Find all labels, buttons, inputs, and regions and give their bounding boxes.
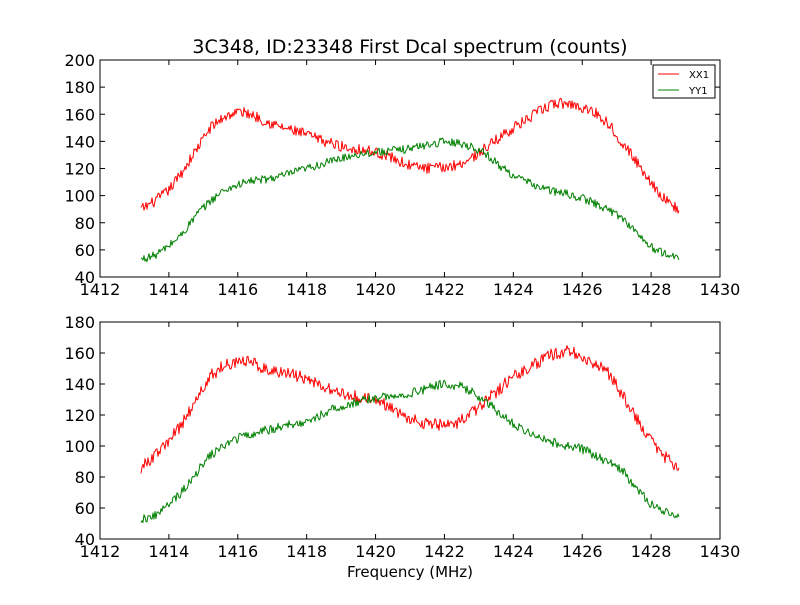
- subplot-1: 1412 1414 1416 1418 1420 1422 1424 1426 1428 1430…: [64, 51, 740, 299]
- x-tick-label: 1426: [562, 542, 603, 561]
- x-tick-label: 1418: [286, 542, 327, 561]
- y-tick-label: 100: [64, 437, 95, 456]
- series-line-xx1-plot2: [140, 345, 680, 474]
- series-line-yy1-plot1: [140, 137, 680, 263]
- y-tick-label: 60: [75, 499, 95, 518]
- x-tick-label: 1416: [217, 280, 258, 299]
- x-tick-label: 1414: [149, 280, 190, 299]
- x-tick-label: 1422: [424, 542, 465, 561]
- x-tick-label: 1430: [700, 542, 741, 561]
- x-tick-label: 1428: [631, 280, 672, 299]
- y-tick-label: 40: [75, 530, 95, 549]
- x-tick-label: 1428: [631, 542, 672, 561]
- y-tick-label: 160: [64, 344, 95, 363]
- y-tick-label: 180: [64, 78, 95, 97]
- y-tick-label: 80: [75, 214, 95, 233]
- y-tick-label: 200: [64, 51, 95, 70]
- x-tick-label: 1426: [562, 280, 603, 299]
- y-tick-label: 180: [64, 313, 95, 332]
- plot-frame-2: [99, 321, 721, 540]
- y-tick-label: 80: [75, 468, 95, 487]
- y-tick-label: 120: [64, 406, 95, 425]
- plots: 1412 1414 1416 1418 1420 1422 1424 1426 1428 1430…: [64, 51, 740, 561]
- y-tick-label: 100: [64, 187, 95, 206]
- legend-label-xx1: XX1: [689, 70, 709, 81]
- x-tick-label: 1420: [355, 280, 396, 299]
- x-tick-label: 1418: [286, 280, 327, 299]
- x-tick-label: 1430: [700, 280, 741, 299]
- x-tick-label: 1414: [149, 542, 190, 561]
- subplot-2: 1412 1414 1416 1418 1420 1422 1424 1426 1428 1430…: [64, 313, 740, 561]
- x-tick-label: 1422: [424, 280, 465, 299]
- y-tick-label: 140: [64, 375, 95, 394]
- y-tick-label: 40: [75, 268, 95, 287]
- x-tick-label: 1420: [355, 542, 396, 561]
- x-axis-label: Frequency (MHz): [347, 563, 473, 581]
- y-tick-label: 140: [64, 132, 95, 151]
- x-tick-label: 1416: [217, 542, 258, 561]
- y-tick-label: 160: [64, 105, 95, 124]
- series-line-yy1-plot2: [140, 379, 680, 523]
- x-tick-label: 1424: [493, 280, 534, 299]
- series-line-xx1-plot1: [140, 97, 680, 214]
- x-tick-label: 1412: [80, 542, 121, 561]
- x-tick-label: 1412: [80, 280, 121, 299]
- chart-title: 3C348, ID:23348 First Dcal spectrum (cou…: [192, 36, 627, 58]
- y-tick-label: 120: [64, 160, 95, 179]
- y-tick-label: 60: [75, 241, 95, 260]
- legend-box: [652, 64, 716, 99]
- legend-label-yy1: YY1: [688, 86, 708, 97]
- x-tick-label: 1424: [493, 542, 534, 561]
